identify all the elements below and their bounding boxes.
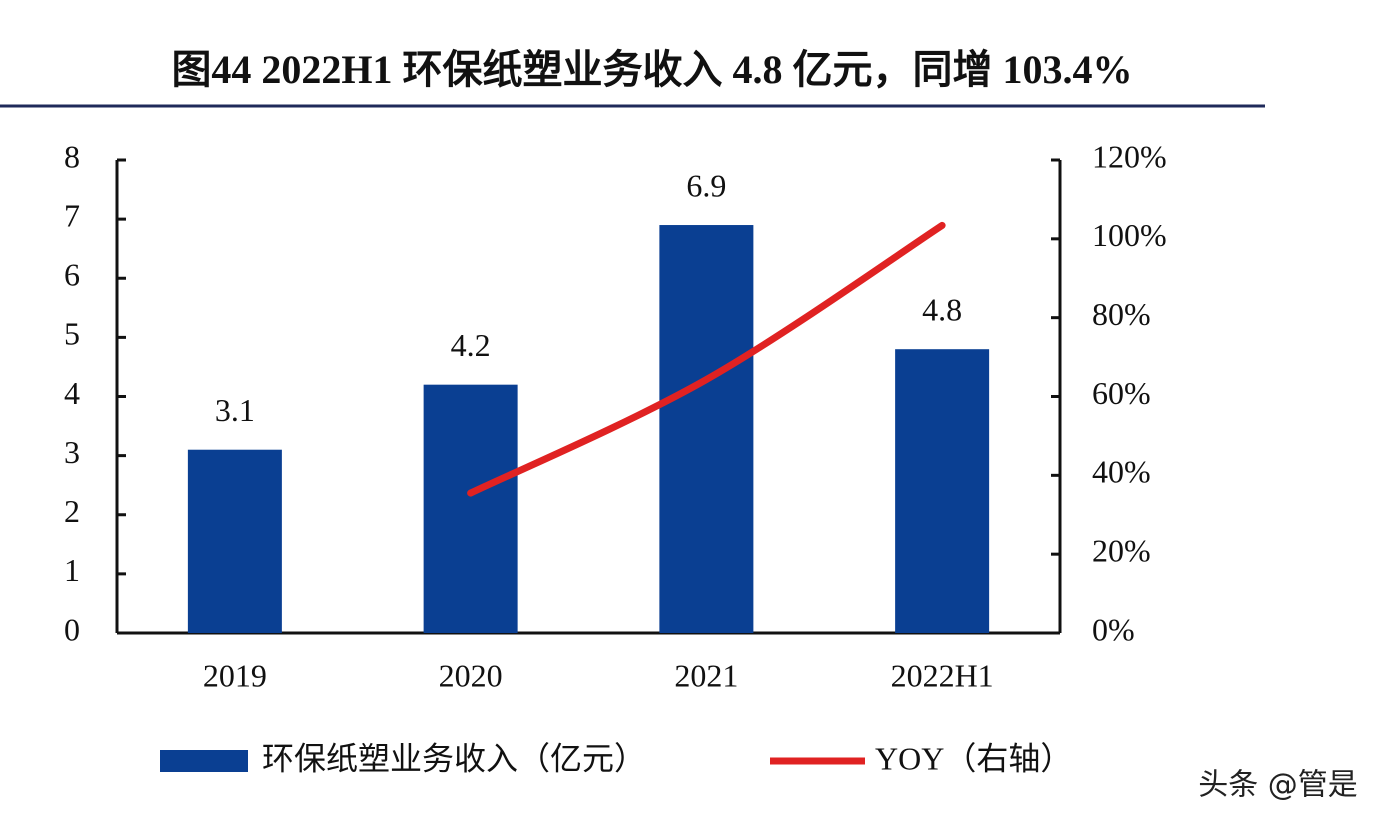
y2-tick-label: 60% xyxy=(1092,375,1151,411)
y-tick-label: 0 xyxy=(64,611,80,647)
legend-label: YOY（右轴） xyxy=(875,740,1072,776)
y-tick-label: 8 xyxy=(64,138,80,174)
y2-tick-label: 120% xyxy=(1092,138,1167,174)
legend-swatch xyxy=(160,750,248,772)
line xyxy=(467,221,946,497)
bar-value-label: 6.9 xyxy=(686,167,726,203)
chart-title: 图44 2022H1 环保纸塑业务收入 4.8 亿元，同增 103.4% xyxy=(171,47,1132,92)
y-tick-label: 7 xyxy=(64,197,80,233)
y2-tick-label: 100% xyxy=(1092,217,1167,253)
x-tick-label: 2022H1 xyxy=(891,657,994,693)
legend-label: 环保纸塑业务收入（亿元） xyxy=(262,740,646,776)
bar-value-label: 3.1 xyxy=(215,392,255,428)
x-tick-label: 2020 xyxy=(439,657,503,693)
y-tick-label: 4 xyxy=(64,375,80,411)
y-tick-label: 2 xyxy=(64,493,80,529)
y2-tick-label: 80% xyxy=(1092,296,1151,332)
x-tick-label: 2019 xyxy=(203,657,267,693)
y-tick-label: 3 xyxy=(64,434,80,470)
x-tick-label: 2021 xyxy=(674,657,738,693)
y-tick-label: 5 xyxy=(64,316,80,352)
watermark: 头条 @管是 xyxy=(1198,768,1358,803)
y2-tick-label: 20% xyxy=(1092,533,1151,569)
y-tick-label: 1 xyxy=(64,552,80,588)
bar-value-label: 4.2 xyxy=(451,327,491,363)
y-tick-label: 6 xyxy=(64,257,80,293)
bar xyxy=(423,384,518,633)
y2-tick-label: 0% xyxy=(1092,611,1135,647)
bar xyxy=(187,449,282,633)
bar xyxy=(895,349,990,633)
bar xyxy=(659,225,754,633)
bar-value-label: 4.8 xyxy=(922,292,962,328)
y2-tick-label: 40% xyxy=(1092,454,1151,490)
